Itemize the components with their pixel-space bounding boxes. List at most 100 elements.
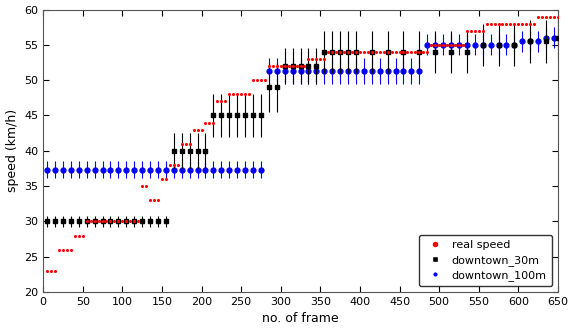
real speed	[126, 219, 135, 224]
real speed	[304, 56, 313, 62]
real speed	[292, 64, 301, 69]
real speed	[391, 49, 400, 55]
real speed	[332, 49, 341, 55]
real speed	[169, 162, 179, 167]
real speed	[241, 92, 250, 97]
real speed	[478, 28, 487, 33]
real speed	[506, 21, 515, 26]
real speed	[280, 64, 289, 69]
real speed	[98, 219, 107, 224]
real speed	[232, 92, 242, 97]
real speed	[141, 183, 150, 189]
real speed	[343, 49, 352, 55]
real speed	[316, 56, 325, 62]
real speed	[395, 49, 404, 55]
real speed	[498, 21, 507, 26]
real speed	[228, 92, 238, 97]
real speed	[526, 21, 535, 26]
real speed	[422, 49, 432, 55]
real speed	[189, 127, 198, 132]
real speed	[430, 42, 440, 48]
real speed	[161, 176, 170, 182]
real speed	[336, 49, 345, 55]
real speed	[418, 49, 428, 55]
real speed	[181, 141, 190, 146]
real speed	[462, 28, 471, 33]
real speed	[339, 49, 348, 55]
Legend: real speed, downtown_30m, downtown_100m: real speed, downtown_30m, downtown_100m	[418, 235, 552, 286]
real speed	[213, 99, 222, 104]
real speed	[134, 219, 143, 224]
real speed	[236, 92, 246, 97]
real speed	[399, 49, 408, 55]
real speed	[482, 21, 491, 26]
real speed	[157, 176, 166, 182]
real speed	[447, 42, 456, 48]
real speed	[86, 219, 95, 224]
real speed	[296, 64, 305, 69]
real speed	[62, 247, 71, 252]
real speed	[367, 49, 377, 55]
real speed	[201, 120, 210, 125]
real speed	[66, 247, 75, 252]
real speed	[185, 141, 194, 146]
real speed	[78, 233, 87, 238]
real speed	[553, 14, 563, 19]
real speed	[470, 28, 479, 33]
real speed	[522, 21, 531, 26]
real speed	[415, 49, 424, 55]
real speed	[300, 64, 309, 69]
real speed	[106, 219, 115, 224]
real speed	[55, 247, 64, 252]
real speed	[486, 21, 495, 26]
real speed	[220, 99, 230, 104]
real speed	[130, 219, 139, 224]
real speed	[102, 219, 111, 224]
real speed	[518, 21, 527, 26]
real speed	[153, 198, 162, 203]
real speed	[490, 21, 499, 26]
real speed	[145, 198, 154, 203]
real speed	[82, 219, 91, 224]
real speed	[138, 183, 147, 189]
real speed	[534, 14, 543, 19]
real speed	[545, 14, 554, 19]
real speed	[149, 198, 158, 203]
real speed	[359, 49, 369, 55]
real speed	[494, 21, 503, 26]
real speed	[173, 162, 183, 167]
real speed	[510, 21, 519, 26]
real speed	[383, 49, 392, 55]
real speed	[46, 268, 56, 273]
real speed	[217, 99, 226, 104]
real speed	[284, 64, 293, 69]
real speed	[439, 42, 448, 48]
real speed	[253, 77, 262, 83]
real speed	[118, 219, 127, 224]
real speed	[197, 127, 206, 132]
real speed	[375, 49, 385, 55]
real speed	[308, 56, 317, 62]
real speed	[70, 233, 79, 238]
real speed	[541, 14, 550, 19]
real speed	[177, 141, 187, 146]
real speed	[324, 49, 333, 55]
real speed	[387, 49, 396, 55]
real speed	[443, 42, 452, 48]
real speed	[514, 21, 523, 26]
Y-axis label: speed (km/h): speed (km/h)	[6, 109, 18, 192]
real speed	[549, 14, 559, 19]
real speed	[426, 42, 436, 48]
real speed	[59, 247, 68, 252]
real speed	[320, 56, 329, 62]
real speed	[347, 49, 356, 55]
real speed	[407, 49, 416, 55]
real speed	[537, 14, 546, 19]
real speed	[224, 92, 234, 97]
real speed	[193, 127, 202, 132]
real speed	[90, 219, 99, 224]
real speed	[355, 49, 364, 55]
real speed	[530, 21, 539, 26]
real speed	[502, 21, 511, 26]
real speed	[435, 42, 444, 48]
